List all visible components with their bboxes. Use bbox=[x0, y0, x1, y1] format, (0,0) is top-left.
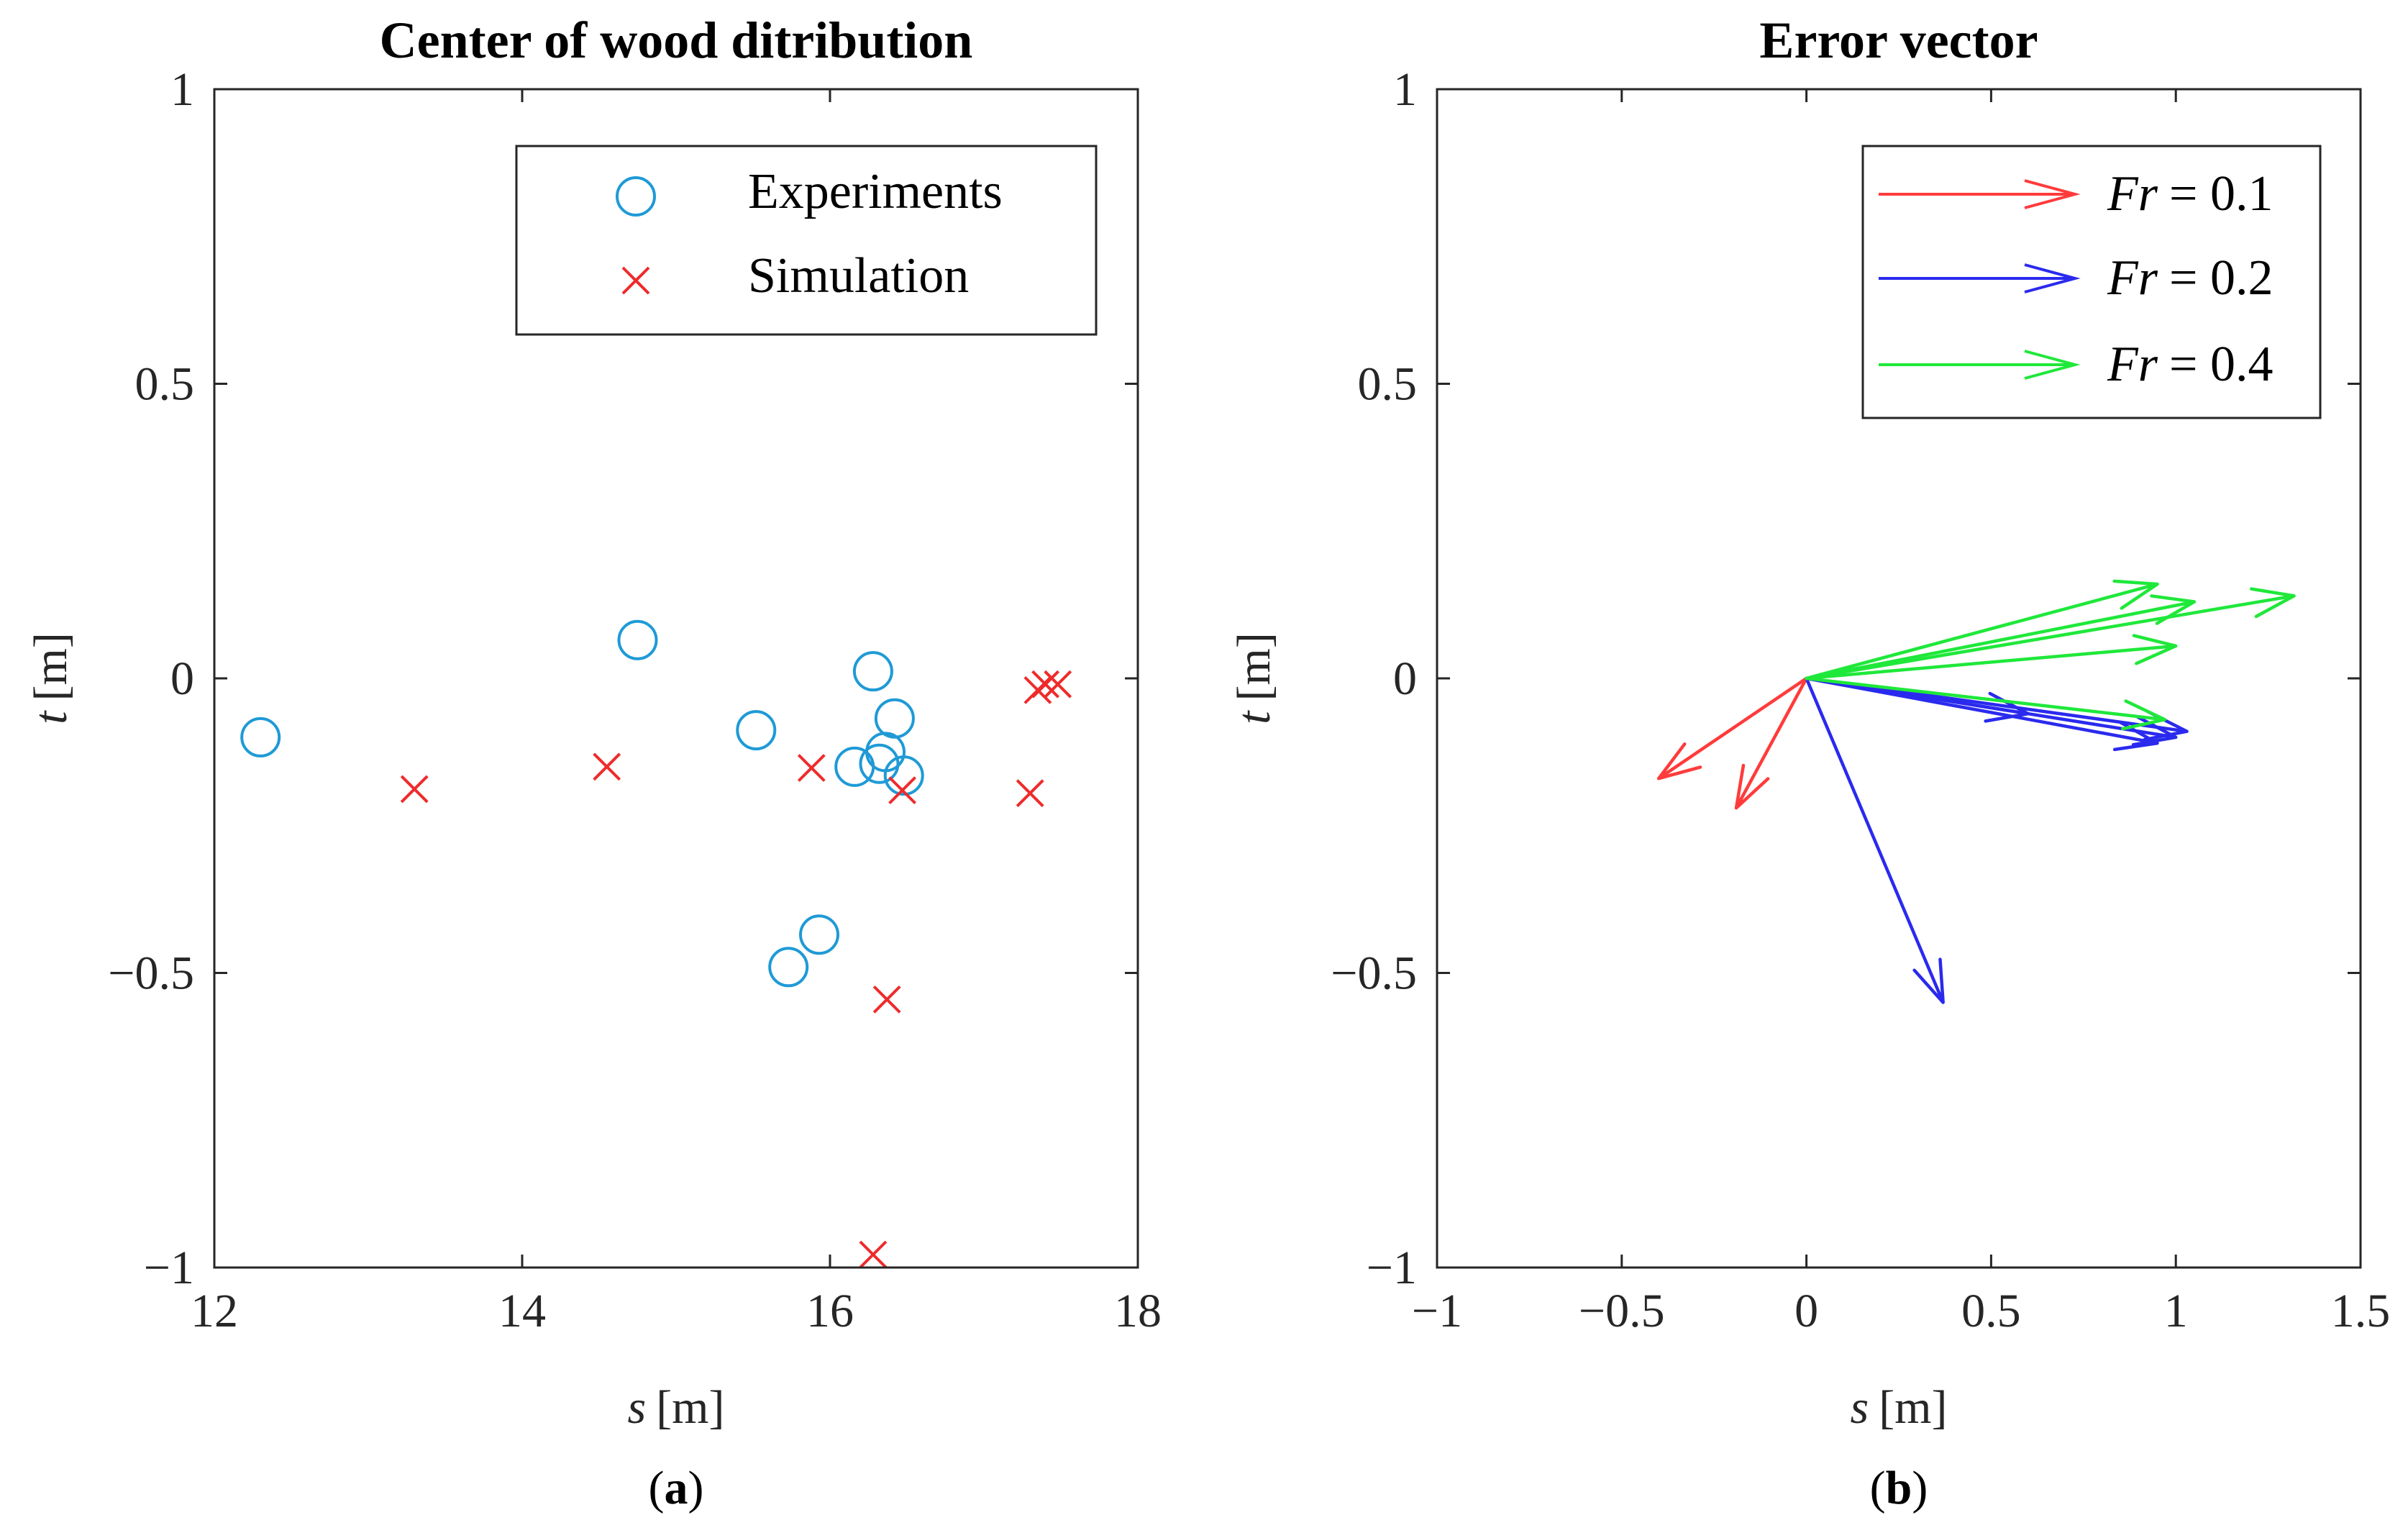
chart-b-y-tick-label: 0.5 bbox=[1358, 358, 1418, 411]
error-vector-arrow-fr-series-3 bbox=[1805, 676, 2167, 731]
error-vector-arrow-fr-series-1 bbox=[1734, 676, 1808, 810]
experiment-point bbox=[768, 947, 809, 988]
chart-b-y-axis-label: t [m] bbox=[1228, 632, 1280, 724]
chart-b-x-tick-label: −0.5 bbox=[1579, 1285, 1665, 1337]
chart-b-y-unit: [m] bbox=[1228, 632, 1280, 701]
chart-b-legend-box bbox=[1861, 145, 2322, 419]
chart-a-x-tick-label: 14 bbox=[498, 1285, 546, 1337]
legend-fr-01: Fr = 0.1 bbox=[1879, 166, 2273, 222]
chart-a-x-unit: [m] bbox=[656, 1381, 724, 1434]
legend-experiments-label: Experiments bbox=[748, 164, 1003, 219]
svg-text:Fr= 0.4: Fr = 0.4 bbox=[2107, 337, 2273, 392]
chart-b-y-tick-label: 1 bbox=[1393, 63, 1417, 116]
chart-b-legend: Fr = 0.1 Fr = 0.2 Fr = 0.4 bbox=[1861, 145, 2322, 419]
experiment-point bbox=[883, 755, 924, 796]
panel-b-letter: b bbox=[1886, 1462, 1912, 1514]
chart-b-legend-items: Fr = 0.1 Fr = 0.2 Fr = 0.4 bbox=[1879, 166, 2273, 392]
chart-a-y-var: t bbox=[24, 710, 77, 724]
legend-fr-02: Fr = 0.2 bbox=[1879, 250, 2273, 306]
chart-a-y-tick-label: 0.5 bbox=[135, 358, 195, 411]
experiment-point bbox=[852, 651, 893, 692]
chart-a-legend: Experiments Simulation bbox=[515, 145, 1098, 336]
chart-b-ticks: −1 −0.5 0 0.5 1 1.5 −1 −0.5 0 0.5 1 bbox=[1331, 63, 2390, 1337]
legend-fr-01-var: Fr bbox=[2107, 166, 2158, 222]
chart-a-axes-box bbox=[213, 88, 1139, 1269]
chart-b-x-var: s bbox=[1851, 1381, 1869, 1434]
chart-a-plot-area bbox=[240, 619, 1072, 1268]
chart-b-axes-box bbox=[1436, 88, 2362, 1269]
chart-b-x-unit: [m] bbox=[1879, 1381, 1947, 1434]
chart-a-x-tick-label: 16 bbox=[806, 1285, 854, 1337]
chart-b-y-tick-label: −0.5 bbox=[1331, 947, 1417, 1000]
chart-a-title: Center of wood ditribution bbox=[380, 12, 973, 69]
simulation-point bbox=[1031, 670, 1060, 699]
chart-b-y-tick-label: 0 bbox=[1393, 652, 1417, 705]
chart-a-y-tick-label: 0 bbox=[170, 652, 194, 705]
experiment-point bbox=[865, 732, 906, 773]
legend-fr-04: Fr = 0.4 bbox=[1879, 337, 2273, 392]
error-vector-arrow-fr-series-3 bbox=[1805, 587, 2296, 681]
experiment-point bbox=[617, 619, 658, 660]
legend-fr-01-value: = 0.1 bbox=[2169, 166, 2273, 222]
simulation-point bbox=[1044, 670, 1072, 699]
simulation-point bbox=[872, 985, 901, 1014]
chart-b-x-axis-label: s [m] bbox=[1851, 1381, 1948, 1434]
legend-fr-02-value: = 0.2 bbox=[2169, 250, 2273, 306]
error-vector-arrow-fr-series-3 bbox=[1805, 634, 2178, 681]
chart-a-x-var: s bbox=[628, 1381, 647, 1434]
chart-b-y-var: t bbox=[1228, 710, 1280, 724]
panel-a-chart: Center of wood ditribution 12 14 16 18 −1 −0.… bbox=[24, 12, 1162, 1514]
chart-a-legend-box bbox=[515, 145, 1098, 336]
simulation-point bbox=[888, 776, 916, 805]
legend-simulation-label: Simulation bbox=[748, 248, 969, 304]
simulation-point bbox=[1016, 779, 1044, 808]
panel-a-letter: a bbox=[665, 1462, 688, 1514]
simulation-point bbox=[859, 1240, 888, 1268]
chart-b-x-tick-label: 1 bbox=[2164, 1285, 2188, 1337]
chart-b-y-tick-label: −1 bbox=[1367, 1242, 1417, 1294]
chart-b-plot-area bbox=[1656, 579, 2296, 1004]
chart-a-x-tick-label: 12 bbox=[191, 1285, 238, 1337]
simulation-point bbox=[400, 775, 429, 804]
panel-a-caption: (a) bbox=[649, 1462, 704, 1514]
chart-b-title: Error vector bbox=[1759, 12, 2038, 69]
chart-b-x-tick-label: 0 bbox=[1794, 1285, 1818, 1337]
chart-a-x-tick-label: 18 bbox=[1114, 1285, 1162, 1337]
error-vector-arrow-fr-series-2 bbox=[1805, 676, 1945, 1004]
experiment-point bbox=[240, 716, 281, 757]
legend-fr-04-value: = 0.4 bbox=[2169, 337, 2273, 392]
svg-text:Fr= 0.1: Fr = 0.1 bbox=[2107, 166, 2273, 222]
panel-b-chart: Error vector −1 −0.5 0 0.5 1 1.5 −1 −0.5 0 0.5 1 s… bbox=[1228, 12, 2390, 1514]
chart-a-y-tick-label: −0.5 bbox=[108, 947, 194, 1000]
error-vector-arrow-fr-series-1 bbox=[1656, 676, 1808, 781]
chart-b-x-tick-label: 0.5 bbox=[1961, 1285, 2021, 1337]
chart-a-x-axis-label: s [m] bbox=[628, 1381, 725, 1434]
panel-b-caption: (b) bbox=[1870, 1462, 1928, 1514]
error-vector-arrow-fr-series-3 bbox=[1805, 579, 2159, 681]
legend-fr-02-var: Fr bbox=[2107, 250, 2158, 306]
experiment-point bbox=[859, 743, 900, 784]
chart-a-y-unit: [m] bbox=[24, 632, 77, 701]
chart-b-x-tick-label: 1.5 bbox=[2331, 1285, 2391, 1337]
simulation-point bbox=[797, 754, 826, 782]
chart-a-y-axis-label: t [m] bbox=[24, 632, 77, 724]
experiment-point bbox=[799, 914, 840, 955]
experiment-point bbox=[736, 710, 777, 751]
chart-b-x-tick-label: −1 bbox=[1412, 1285, 1462, 1337]
svg-text:Fr= 0.2: Fr = 0.2 bbox=[2107, 250, 2273, 306]
simulation-point bbox=[593, 752, 621, 781]
legend-fr-04-var: Fr bbox=[2107, 337, 2158, 392]
chart-a-ticks: 12 14 16 18 −1 −0.5 0 0.5 1 bbox=[108, 63, 1162, 1337]
legend-experiments-marker bbox=[616, 176, 656, 217]
experiment-point bbox=[874, 698, 915, 739]
chart-a-y-tick-label: 1 bbox=[170, 63, 194, 116]
chart-a-y-tick-label: −1 bbox=[144, 1242, 194, 1294]
legend-simulation-marker bbox=[621, 266, 650, 295]
